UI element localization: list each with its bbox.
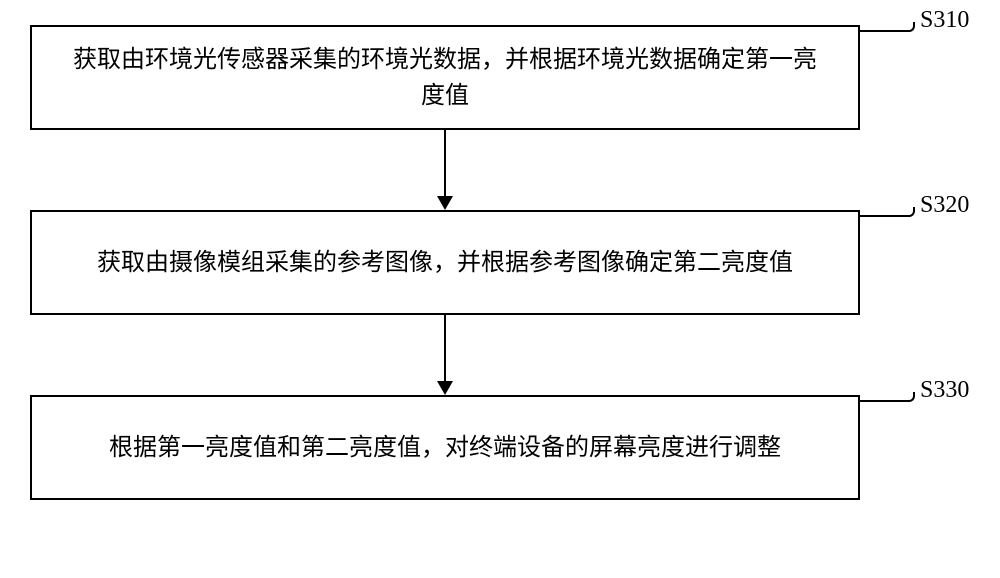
callout-curve-s330 <box>907 392 915 402</box>
arrow-s320-s330 <box>437 381 453 395</box>
step-label-s310: S310 <box>920 7 969 34</box>
arrow-s310-s320 <box>437 196 453 210</box>
connector-s320-s330 <box>444 315 446 383</box>
step-label-s330: S330 <box>920 377 969 404</box>
step-text-s320: 获取由摄像模组采集的参考图像，并根据参考图像确定第二亮度值 <box>97 245 793 281</box>
step-text-s310: 获取由环境光传感器采集的环境光数据，并根据环境光数据确定第一亮度值 <box>62 42 828 114</box>
step-box-s310: 获取由环境光传感器采集的环境光数据，并根据环境光数据确定第一亮度值 <box>30 25 860 130</box>
step-box-s330: 根据第一亮度值和第二亮度值，对终端设备的屏幕亮度进行调整 <box>30 395 860 500</box>
step-box-s320: 获取由摄像模组采集的参考图像，并根据参考图像确定第二亮度值 <box>30 210 860 315</box>
step-text-s330: 根据第一亮度值和第二亮度值，对终端设备的屏幕亮度进行调整 <box>109 430 781 466</box>
step-label-s320: S320 <box>920 192 969 219</box>
callout-curve-s310 <box>907 22 915 32</box>
callout-line-s320 <box>860 215 910 217</box>
callout-line-s310 <box>860 30 910 32</box>
connector-s310-s320 <box>444 130 446 198</box>
flowchart-container: 获取由环境光传感器采集的环境光数据，并根据环境光数据确定第一亮度值 S310 获… <box>0 0 1000 578</box>
callout-line-s330 <box>860 400 910 402</box>
callout-curve-s320 <box>907 207 915 217</box>
